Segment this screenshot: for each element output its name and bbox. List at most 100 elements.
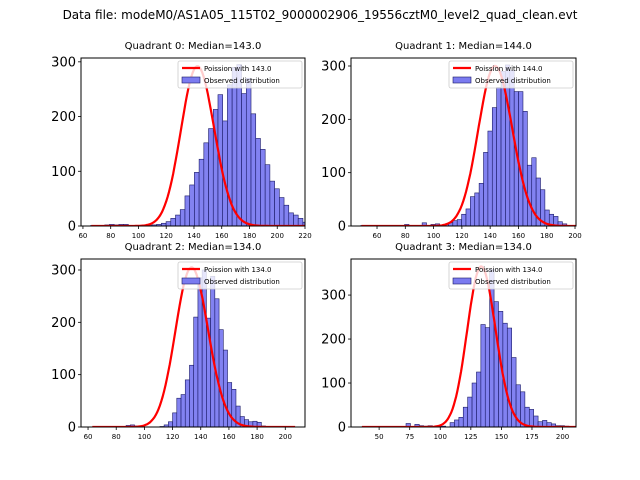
- histogram-bar: [505, 64, 511, 226]
- axes-frame: [350, 57, 577, 227]
- x-tick-label: 80: [401, 232, 410, 240]
- histogram-bar: [250, 113, 257, 226]
- x-tick-label: 100: [132, 232, 145, 240]
- histogram-bar: [527, 164, 533, 226]
- histogram-bar: [184, 379, 190, 427]
- legend-label: Observed distribution: [475, 278, 551, 286]
- x-tick-label: 120: [455, 232, 468, 240]
- x-tick-label: 100: [138, 433, 151, 441]
- y-tick-label: 100: [321, 377, 346, 392]
- histogram-bar: [176, 397, 182, 427]
- histogram-bar: [449, 422, 455, 427]
- y-tick-label: 300: [51, 55, 76, 70]
- legend-box: [177, 261, 303, 290]
- axes-frame: [350, 258, 577, 428]
- histogram-bar: [208, 128, 214, 226]
- histogram-bar: [179, 209, 186, 226]
- x-tick-label: 160: [222, 433, 235, 441]
- y-tick-label: 0: [338, 220, 346, 235]
- legend-box: [177, 60, 303, 89]
- x-tick-label: 125: [464, 433, 477, 441]
- legend-box: [448, 60, 574, 89]
- legend-bar-swatch: [452, 277, 472, 285]
- histogram-bar: [302, 221, 305, 226]
- plot-area: [360, 64, 576, 226]
- x-tick-label: 180: [243, 232, 256, 240]
- x-tick-label: 200: [279, 433, 292, 441]
- histogram-bar: [487, 130, 493, 226]
- x-tick-label: 200: [271, 232, 284, 240]
- legend-label: Poission with 134.0: [475, 266, 543, 274]
- histogram-bar: [227, 382, 233, 427]
- plot-area: [92, 266, 296, 427]
- histogram-bar: [264, 164, 271, 226]
- legend: Poission with 134.0 Observed distribution: [448, 261, 574, 290]
- histogram-bar: [405, 423, 411, 427]
- x-tick-label: 120: [160, 232, 173, 240]
- histogram-bar: [236, 64, 242, 226]
- histogram-bar: [312, 224, 317, 226]
- histogram-bar: [462, 406, 468, 427]
- histogram-bar: [214, 298, 220, 427]
- histogram-bar: [168, 421, 173, 427]
- histogram-bar: [218, 329, 224, 427]
- subplot-title: Quadrant 1: Median=144.0: [395, 41, 532, 52]
- y-tick-label: 300: [321, 60, 346, 75]
- y-tick-label: 200: [321, 333, 346, 348]
- histogram-bar: [509, 69, 515, 226]
- histogram-bar: [189, 184, 195, 226]
- histogram-bar: [203, 142, 209, 226]
- histogram-bar: [297, 218, 304, 226]
- x-tick-label: 175: [525, 433, 538, 441]
- histogram-bar: [222, 349, 228, 427]
- legend: Poission with 143.0 Observed distribution: [177, 60, 303, 89]
- plot-area: [361, 265, 576, 427]
- histogram-bar: [327, 225, 332, 226]
- histogram-bar: [491, 107, 497, 226]
- histogram-bar: [189, 364, 195, 427]
- axes-frame: [80, 258, 306, 428]
- x-tick-label: 120: [166, 433, 179, 441]
- histogram-bar: [194, 172, 200, 226]
- x-tick-label: 220: [298, 232, 311, 240]
- histogram-bar: [467, 396, 473, 427]
- x-tick-label: 60: [78, 232, 87, 240]
- subplot-3: Quadrant 3: Median=134.0 50 75 100 125 150 175…: [321, 242, 577, 441]
- subplot-0: Quadrant 0: Median=143.0 60 80 100 120 140 160…: [51, 41, 332, 240]
- histogram-bar: [197, 277, 203, 427]
- histogram-bar: [421, 222, 427, 226]
- histogram-bar: [322, 225, 327, 226]
- histogram-bar: [279, 197, 285, 226]
- histogram-bar: [198, 158, 205, 226]
- x-tick-label: 140: [194, 433, 207, 441]
- histogram-bar: [245, 77, 252, 226]
- x-tick-label: 180: [540, 232, 553, 240]
- histogram-bar: [496, 87, 502, 226]
- legend-bar-swatch: [181, 76, 201, 84]
- x-tick-label: 75: [405, 433, 414, 441]
- histogram-bar: [283, 204, 290, 226]
- subplot-2: Quadrant 2: Median=134.0 60 80 100 120 140 160…: [51, 242, 306, 441]
- y-tick-label: 0: [338, 421, 346, 436]
- poisson-curve: [91, 65, 305, 226]
- histogram-bar: [483, 152, 489, 226]
- legend: Poission with 134.0 Observed distribution: [177, 261, 303, 290]
- histogram-bar: [193, 316, 199, 427]
- histogram-bar: [506, 327, 512, 427]
- y-tick-label: 100: [51, 165, 76, 180]
- x-tick-label: 160: [215, 232, 228, 240]
- histogram-bar: [518, 91, 524, 226]
- histogram-bar: [317, 225, 322, 226]
- subplot-title: Quadrant 2: Median=134.0: [125, 242, 262, 253]
- histogram-bar: [175, 214, 181, 226]
- plot-area: [90, 64, 332, 226]
- x-tick-label: 50: [375, 433, 384, 441]
- histogram-bar: [474, 192, 480, 226]
- poisson-curve: [361, 64, 576, 226]
- histogram-bar: [180, 394, 186, 427]
- histogram-bar: [269, 180, 275, 226]
- histogram-bar: [201, 269, 207, 427]
- x-tick-label: 150: [495, 433, 508, 441]
- histogram-bar: [470, 196, 476, 226]
